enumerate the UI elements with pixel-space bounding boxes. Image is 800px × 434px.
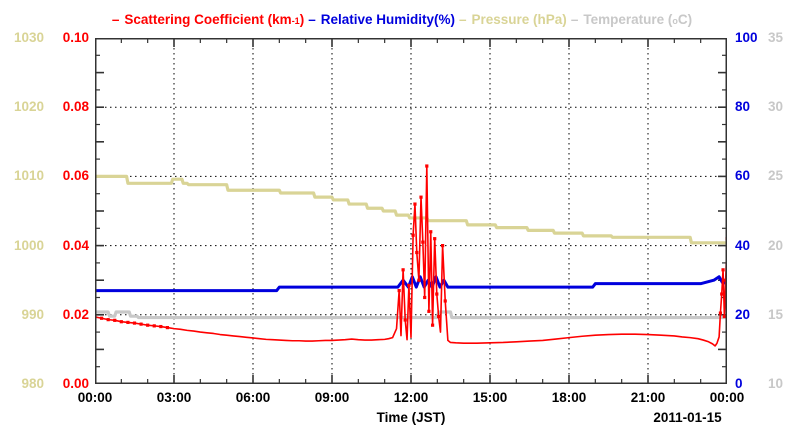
series-marker <box>435 292 439 296</box>
series-marker <box>419 195 423 199</box>
y-tick-temperature: 30 <box>768 99 784 115</box>
series-marker <box>413 202 417 206</box>
y-tick-humidity: 0 <box>735 376 743 391</box>
y-tick-pressure: 1000 <box>13 237 44 253</box>
series-marker <box>119 320 123 324</box>
y-tick-scattering: 0.06 <box>62 168 89 184</box>
y-tick-humidity: 80 <box>735 99 751 115</box>
series-marker <box>165 326 170 330</box>
series-marker <box>437 314 441 319</box>
y-tick-humidity: 40 <box>735 237 751 253</box>
legend-label-humidity: Relative Humidity(%) <box>320 11 455 27</box>
y-tick-pressure: 990 <box>21 306 44 322</box>
legend-label-pressure: Pressure (hPa) <box>471 11 567 27</box>
legend-item-pressure: – Pressure (hPa) <box>455 12 567 27</box>
legend-sup-scattering: -1 <box>291 15 300 26</box>
series-marker <box>429 230 433 234</box>
series-marker <box>132 321 137 325</box>
y-tick-pressure: 1030 <box>13 30 44 45</box>
x-tick-label: 09:00 <box>314 390 350 405</box>
series-marker <box>441 244 445 248</box>
y-tick-pressure: 980 <box>21 376 44 391</box>
series-marker <box>403 318 407 322</box>
y-tick-scattering: 0.02 <box>62 306 89 322</box>
legend-label-scattering: Scattering Coefficient (km <box>124 11 292 27</box>
series-marker <box>401 268 405 272</box>
series-marker <box>99 316 104 320</box>
series-marker <box>423 295 427 300</box>
y-tick-scattering: 0.00 <box>62 376 89 391</box>
series-marker <box>720 292 724 296</box>
x-tick-label: 03:00 <box>156 390 192 405</box>
series-marker <box>152 324 156 328</box>
legend-label-temperature: Temperature ( <box>583 11 673 27</box>
series-marker <box>443 299 447 303</box>
plot-area <box>95 38 727 384</box>
x-axis-title: Time (JST) <box>376 410 446 425</box>
series-marker <box>113 318 117 322</box>
series-marker <box>411 233 415 237</box>
legend-dash-humidity: – <box>308 11 316 27</box>
y-tick-temperature: 35 <box>768 30 784 45</box>
series-marker <box>421 240 425 244</box>
series-marker <box>106 318 110 322</box>
series-marker <box>159 324 163 329</box>
y-tick-temperature: 20 <box>768 237 784 253</box>
plot-svg <box>95 38 727 384</box>
series-marker <box>722 314 726 319</box>
series-marker <box>427 309 431 313</box>
x-tick-label: 21:00 <box>630 390 666 405</box>
y-tick-humidity: 100 <box>735 30 758 45</box>
y-tick-pressure: 1020 <box>13 99 44 115</box>
series-line-pressure <box>95 174 727 245</box>
x-tick-label: 00:00 <box>709 390 745 405</box>
chart-legend: – Scattering Coefficient (km -1) – Relative… <box>0 8 800 30</box>
y-tick-scattering: 0.10 <box>62 30 89 45</box>
y-tick-scattering: 0.08 <box>62 99 89 115</box>
x-tick-label: 18:00 <box>551 390 587 405</box>
legend-tail-temperature: C) <box>677 11 693 27</box>
series-marker <box>415 250 419 255</box>
series-marker <box>397 288 401 293</box>
legend-item-humidity: – Relative Humidity(%) <box>304 12 455 27</box>
x-tick-label: 15:00 <box>472 390 508 405</box>
series-marker <box>430 323 435 327</box>
y-tick-humidity: 60 <box>735 168 751 184</box>
y-tick-pressure: 1010 <box>13 168 44 184</box>
y-tick-temperature: 15 <box>768 306 784 322</box>
series-marker <box>407 283 411 287</box>
x-tick-label: 00:00 <box>77 390 113 405</box>
x-tick-label: 06:00 <box>235 390 271 405</box>
series-marker <box>721 268 725 272</box>
y-tick-temperature: 10 <box>768 376 784 391</box>
legend-dash-scattering: – <box>111 11 120 27</box>
series-marker <box>425 164 429 168</box>
x-axis-date: 2011-01-15 <box>653 410 722 425</box>
series-line-temperature <box>95 310 727 320</box>
legend-item-temperature: – Temperature (o C) <box>567 12 692 27</box>
legend-dash-temperature: – <box>570 11 579 27</box>
series-marker <box>146 323 150 327</box>
legend-degree-temperature: o <box>672 15 678 26</box>
series-marker <box>126 320 130 325</box>
legend-dash-pressure: – <box>459 11 467 27</box>
x-tick-label: 12:00 <box>393 390 429 405</box>
legend-item-scattering: – Scattering Coefficient (km -1) <box>108 12 304 27</box>
plot-frame <box>95 38 727 384</box>
series-marker <box>433 237 437 241</box>
series-marker <box>417 278 421 282</box>
y-tick-temperature: 25 <box>768 168 784 184</box>
series-marker <box>139 322 143 326</box>
y-tick-scattering: 0.04 <box>62 237 89 253</box>
legend-tail-scattering: ) <box>299 11 305 27</box>
series-marker <box>718 311 723 315</box>
y-tick-humidity: 20 <box>735 306 751 322</box>
